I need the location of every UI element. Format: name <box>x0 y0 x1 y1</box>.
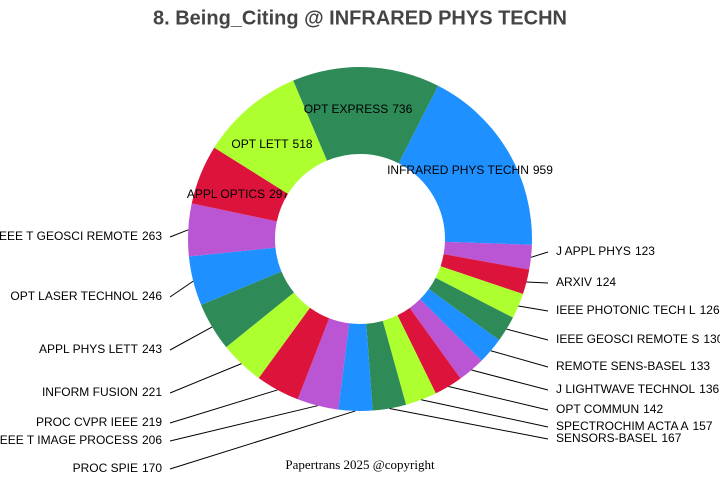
slice-label-value: 246 <box>142 289 162 303</box>
leader-line <box>169 405 318 442</box>
slice <box>366 320 407 411</box>
leader-line <box>169 280 194 298</box>
slice-label: INFORM FUSION 221 <box>42 385 162 399</box>
slice-label-value: 736 <box>392 102 412 116</box>
slice <box>440 254 530 295</box>
leader-line <box>471 369 549 391</box>
leader-line <box>518 305 549 312</box>
slice-label-value: 206 <box>142 433 162 447</box>
slice-label-value: 133 <box>690 359 710 373</box>
slice-label-name: PROC SPIE <box>73 461 138 475</box>
slice-label: REMOTE SENS-BASEL 133 <box>556 359 710 373</box>
slice-label-value: 130 <box>703 332 720 346</box>
slice-label: ARXIV 124 <box>556 275 616 289</box>
slice <box>188 247 282 305</box>
leader-line <box>421 399 549 428</box>
slice-label: IEEE PHOTONIC TECH L 126 <box>556 303 720 317</box>
slice-label-name: INFORM FUSION <box>42 385 138 399</box>
slice-label-name: OPT COMMUN <box>556 402 639 416</box>
slice-label-value: 157 <box>692 419 712 433</box>
slice-label-value: 126 <box>700 303 720 317</box>
leader-line <box>526 281 549 284</box>
slice-label-name: APPL PHYS LETT <box>39 342 139 356</box>
slice-label-name: ARXIV <box>556 275 592 289</box>
slice-label-value: 136 <box>699 382 719 396</box>
slice-label: J APPL PHYS 123 <box>556 244 655 258</box>
leader-line <box>490 350 549 368</box>
slice-label-name: IEEE T GEOSCI REMOTE <box>0 229 138 243</box>
slice-label-name: J LIGHTWAVE TECHNOL <box>556 382 695 396</box>
slice <box>397 307 461 394</box>
slice-label-value: 959 <box>533 163 553 177</box>
slice <box>409 299 482 379</box>
slice-label: PROC SPIE 170 <box>73 461 163 475</box>
slice-label-value: 263 <box>142 229 162 243</box>
chart-title: 8. Being_Citing @ INFRARED PHYS TECHN <box>153 7 567 29</box>
slice-label-value: 243 <box>142 342 162 356</box>
leader-line <box>506 328 549 341</box>
slice-label-name: INFRARED PHYS TECHN <box>387 163 529 177</box>
slice <box>435 266 523 318</box>
slice-label-name: J APPL PHYS <box>556 244 631 258</box>
leader-line <box>169 389 278 424</box>
slice <box>382 315 436 405</box>
slice <box>443 241 532 270</box>
slice <box>214 80 328 194</box>
slice-label-name: PROC CVPR IEEE <box>36 415 138 429</box>
slice <box>338 323 373 411</box>
slice-label-name: SPECTROCHIM ACTA A <box>556 419 688 433</box>
slice-label: IEEE GEOSCI REMOTE S 130 <box>556 332 720 346</box>
slice <box>428 277 513 341</box>
slice-label-value: 123 <box>635 244 655 258</box>
slice-label: PROC CVPR IEEE 219 <box>36 415 162 429</box>
slice-label-name: IEEE GEOSCI REMOTE S <box>556 332 699 346</box>
slice-label: J LIGHTWAVE TECHNOL 136 <box>556 382 719 396</box>
slice-label: APPL PHYS LETT 243 <box>39 342 162 356</box>
slice-label: SPECTROCHIM ACTA A 157 <box>556 419 713 433</box>
slice-label-name: REMOTE SENS-BASEL <box>556 359 686 373</box>
slice <box>191 147 288 222</box>
leader-line <box>530 251 549 258</box>
slice-label: OPT LASER TECHNOL 246 <box>10 289 162 303</box>
footer: Papertrans 2025 @copyright <box>285 457 435 472</box>
slice-label-name: IEEE T IMAGE PROCESS <box>0 433 138 447</box>
leader-line <box>389 407 549 440</box>
slice-label-name: OPT LETT <box>231 137 289 151</box>
leader-line <box>448 385 549 411</box>
slice-label-value: 142 <box>643 402 663 416</box>
slice-label-name: OPT EXPRESS <box>304 102 388 116</box>
slice-label: OPT LETT 518 <box>231 137 312 151</box>
slice <box>293 67 439 164</box>
slice-label-name: IEEE PHOTONIC TECH L <box>556 303 696 317</box>
slice-label-value: 518 <box>293 137 313 151</box>
slice-label-name: OPT LASER TECHNOL <box>10 289 138 303</box>
slice-label-name: APPL OPTICS <box>187 187 265 201</box>
slice <box>420 288 500 361</box>
slice <box>188 203 277 257</box>
slice <box>297 318 350 410</box>
slice-label: IEEE T IMAGE PROCESS 206 <box>0 433 162 447</box>
slice-label: IEEE T GEOSCI REMOTE 263 <box>0 229 162 243</box>
slice-label: SENSORS-BASEL 167 <box>556 431 682 445</box>
leader-line <box>169 326 213 351</box>
slice-label: INFRARED PHYS TECHN 959 <box>387 163 553 177</box>
slice-label-value: 167 <box>661 431 681 445</box>
slice <box>398 85 532 245</box>
leader-line <box>169 229 189 238</box>
slice-label-name: SENSORS-BASEL <box>556 431 658 445</box>
slice-label-value: 170 <box>142 461 162 475</box>
slice <box>258 307 330 400</box>
slice <box>201 271 294 348</box>
slice-label: APPL OPTICS 297 <box>187 187 290 201</box>
leader-line <box>169 410 356 470</box>
slice-label: OPT EXPRESS 736 <box>304 102 413 116</box>
slice-label: OPT COMMUN 142 <box>556 402 663 416</box>
slice <box>226 292 310 379</box>
slice-label-value: 221 <box>142 385 162 399</box>
slice-label-value: 124 <box>596 275 616 289</box>
leader-line <box>169 363 242 394</box>
slice-label-value: 219 <box>142 415 162 429</box>
